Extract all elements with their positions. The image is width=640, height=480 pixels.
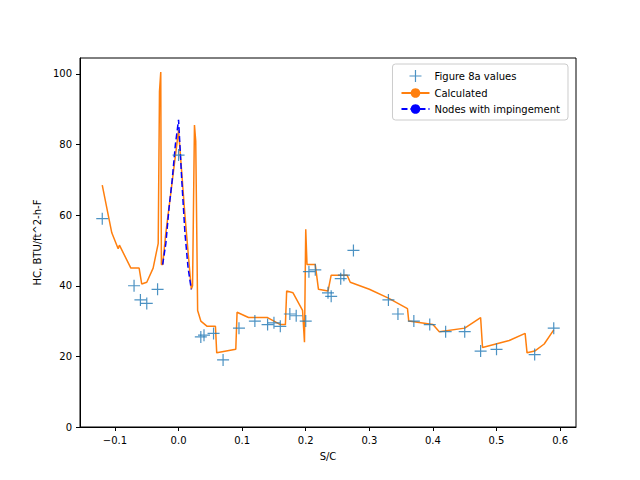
svg-text:0.2: 0.2 — [298, 435, 314, 446]
svg-text:−0.1: −0.1 — [103, 435, 127, 446]
svg-text:HC, BTU/ft^2-h-F: HC, BTU/ft^2-h-F — [32, 199, 43, 285]
svg-text:S/C: S/C — [320, 451, 337, 462]
svg-text:0.5: 0.5 — [489, 435, 505, 446]
svg-text:0.1: 0.1 — [234, 435, 250, 446]
svg-text:100: 100 — [53, 68, 72, 79]
svg-text:0.6: 0.6 — [552, 435, 568, 446]
svg-text:80: 80 — [59, 139, 72, 150]
svg-text:20: 20 — [59, 351, 72, 362]
svg-text:0.0: 0.0 — [171, 435, 187, 446]
svg-text:60: 60 — [59, 210, 72, 221]
svg-text:0: 0 — [66, 422, 72, 433]
svg-text:Nodes with impingement: Nodes with impingement — [434, 104, 560, 115]
svg-text:Figure 8a values: Figure 8a values — [434, 71, 516, 82]
svg-text:Calculated: Calculated — [434, 88, 487, 99]
svg-text:0.4: 0.4 — [425, 435, 441, 446]
svg-text:0.3: 0.3 — [361, 435, 377, 446]
svg-text:40: 40 — [59, 280, 72, 291]
